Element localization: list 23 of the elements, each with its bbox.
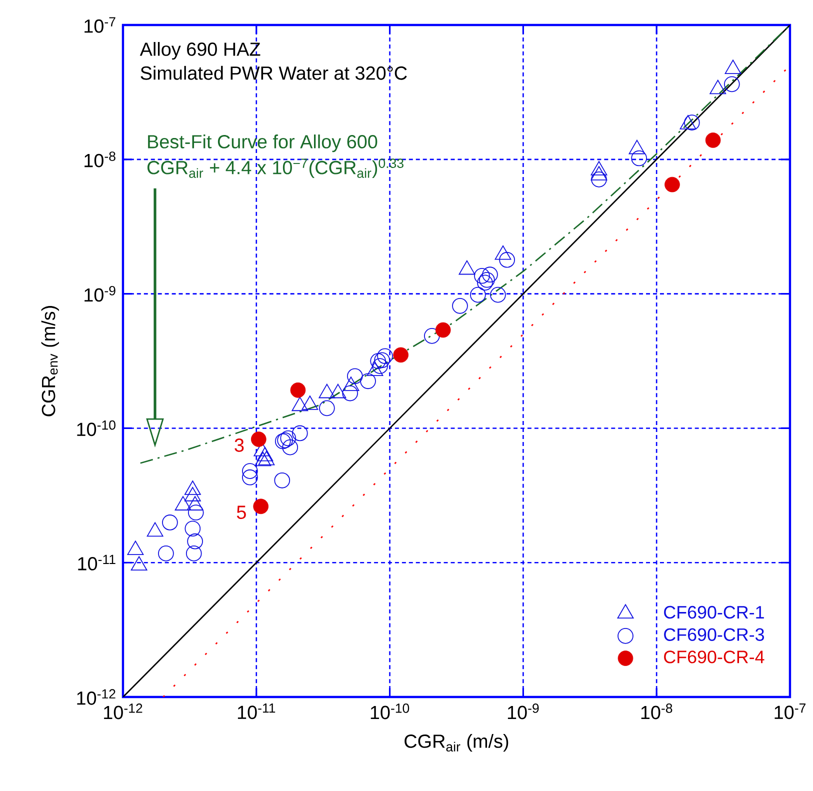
x-tick-label: 10$^{-7}$ bbox=[774, 704, 806, 720]
legend-label: CF690-CR-1 bbox=[664, 606, 764, 619]
y-tick-label: 10$^{-9}$ bbox=[84, 286, 116, 302]
legend-label: CF690-CR-4 bbox=[664, 650, 764, 664]
y-axis-title: CGR$_{env}$ (m/s) bbox=[41, 306, 59, 416]
annotation: 3 bbox=[234, 438, 244, 452]
annotation: CGR$_{air}$ + 4.4 x 10$^{−7}$(CGR$_{air}$)$^{0.33}$ bbox=[147, 158, 404, 178]
x-tick-label: 10$^{-9}$ bbox=[508, 704, 539, 720]
x-axis-title: CGR$_{air}$ (m/s) bbox=[404, 734, 508, 752]
y-tick-label: 10$^{-7}$ bbox=[84, 17, 116, 33]
y-tick-label: 10$^{-11}$ bbox=[78, 554, 116, 570]
legend-label: CF690-CR-3 bbox=[664, 628, 764, 641]
y-tick-label: 10$^{-12}$ bbox=[77, 689, 116, 705]
y-tick-label: 10$^{-10}$ bbox=[77, 420, 116, 436]
y-tick-label: 10$^{-8}$ bbox=[84, 152, 116, 168]
x-tick-label: 10$^{-10}$ bbox=[370, 704, 410, 720]
text: Alloy 690 HAZ bbox=[140, 42, 260, 60]
x-tick-label: 10$^{-11}$ bbox=[238, 704, 276, 720]
annotation: Best-Fit Curve for Alloy 600 bbox=[148, 134, 378, 152]
text: Simulated PWR Water at 320°C bbox=[140, 66, 407, 80]
x-tick-label: 10$^{-8}$ bbox=[641, 704, 672, 720]
x-tick-label: 10$^{-12}$ bbox=[104, 704, 142, 720]
annotation: 5 bbox=[236, 506, 246, 519]
